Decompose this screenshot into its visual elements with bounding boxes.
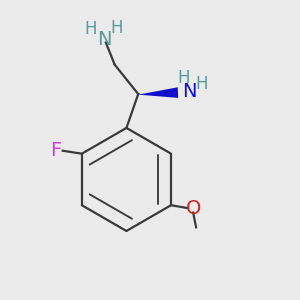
Text: N: N <box>97 30 112 49</box>
Text: N: N <box>182 82 197 101</box>
Polygon shape <box>138 87 178 98</box>
Text: H: H <box>85 20 98 38</box>
Text: H: H <box>195 75 208 93</box>
Text: H: H <box>110 20 122 38</box>
Text: H: H <box>178 69 190 87</box>
Text: F: F <box>50 141 61 160</box>
Text: O: O <box>185 199 201 218</box>
